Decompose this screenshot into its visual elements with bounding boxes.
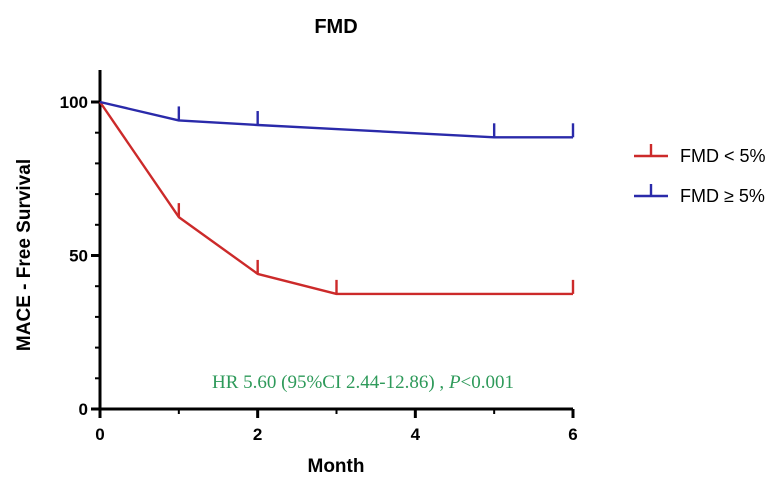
series-line-1	[99, 101, 573, 296]
legend-label: FMD ≥ 5%	[680, 186, 765, 206]
x-tick-label: 4	[411, 425, 421, 444]
y-tick-label: 100	[60, 93, 88, 112]
legend-label: FMD < 5%	[680, 146, 766, 166]
major-ticks	[91, 100, 575, 418]
legend: FMD < 5% FMD ≥ 5%	[634, 144, 766, 206]
x-tick-label: 0	[95, 425, 104, 444]
hr-annotation: HR 5.60 (95%CI 2.44-12.86) , P<0.001	[212, 372, 514, 393]
y-tick-label: 50	[69, 247, 88, 266]
chart-title: FMD	[314, 16, 357, 38]
tick-labels: 0 50 100 0 2 4 6	[60, 93, 578, 444]
x-axis-title: Month	[308, 456, 365, 477]
hr-annotation-prefix: HR 5.60 (95%CI 2.44-12.86) ,	[212, 372, 449, 393]
y-tick-label: 0	[79, 400, 88, 419]
x-tick-label: 2	[253, 425, 262, 444]
x-tick-label: 6	[568, 425, 577, 444]
series-line-2	[99, 100, 573, 139]
hr-annotation-suffix: <0.001	[461, 372, 514, 393]
y-axis-title: MACE - Free Survival	[14, 159, 35, 351]
series-layer	[99, 100, 575, 296]
minor-ticks	[95, 131, 496, 414]
hr-annotation-p: P	[448, 372, 461, 393]
